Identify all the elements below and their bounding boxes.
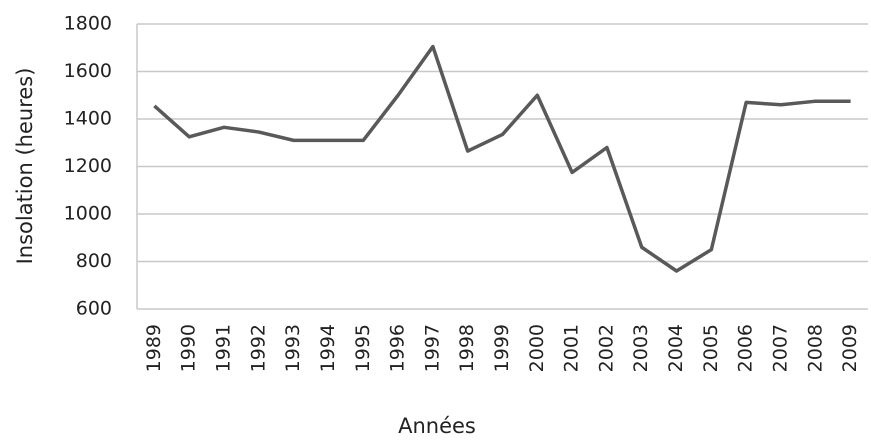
x-tick-label: 2005 [700, 324, 722, 372]
x-tick-label: 2007 [769, 324, 791, 372]
y-axis-title: Insolation (heures) [13, 68, 37, 265]
y-tick-label: 800 [76, 250, 112, 272]
x-tick-label: 1996 [387, 324, 409, 372]
y-tick-label: 1600 [64, 60, 112, 82]
x-tick-label: 1995 [352, 324, 374, 372]
x-tick-label: 2002 [595, 324, 617, 372]
x-tick-label: 1993 [282, 324, 304, 372]
y-tick-label: 1200 [64, 155, 112, 177]
x-tick-label: 1994 [317, 324, 339, 372]
x-tick-label: 1991 [213, 324, 235, 372]
x-tick-label: 2004 [665, 324, 687, 372]
line [153, 44, 851, 273]
x-tick-label: 2003 [630, 324, 652, 372]
y-tick-label: 1000 [64, 203, 112, 225]
x-tick-label: 1997 [421, 324, 443, 372]
x-tick-label: 1990 [178, 324, 200, 372]
x-tick-label: 2000 [526, 324, 548, 372]
x-tick-label: 1992 [247, 324, 269, 372]
x-tick-label: 2001 [561, 324, 583, 372]
x-axis-title: Années [398, 414, 476, 438]
y-tick-label: 1800 [64, 13, 112, 35]
x-tick-label: 1989 [143, 324, 165, 372]
x-tick-label: 2006 [735, 324, 757, 372]
x-tick-label: 1999 [491, 324, 513, 372]
y-tick-label: 600 [76, 298, 112, 320]
x-tick-label: 1998 [456, 324, 478, 372]
x-tick-label: 2009 [839, 324, 861, 372]
y-tick-label: 1400 [64, 108, 112, 130]
x-tick-label: 2008 [804, 324, 826, 372]
